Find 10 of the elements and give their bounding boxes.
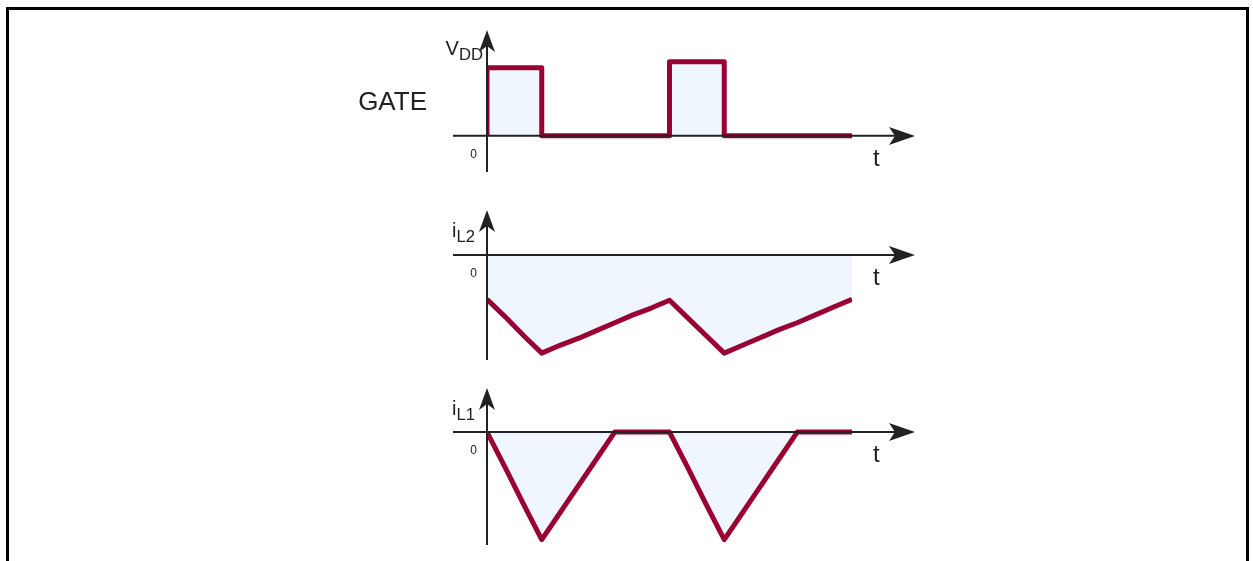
y-axis-title: i$_{L1}$ bbox=[452, 397, 475, 424]
text: 0 bbox=[470, 443, 477, 458]
text: 0 bbox=[470, 266, 477, 281]
y-axis-title: i$_{L2}$ bbox=[452, 219, 475, 246]
annotation: V$_{DD}$ bbox=[445, 36, 483, 64]
y-axis-title: GATE bbox=[358, 86, 427, 117]
text: 0 bbox=[470, 146, 477, 161]
x-axis-title: t bbox=[873, 143, 880, 171]
x-axis-title: t bbox=[873, 263, 880, 291]
x-axis-title: t bbox=[873, 440, 880, 468]
